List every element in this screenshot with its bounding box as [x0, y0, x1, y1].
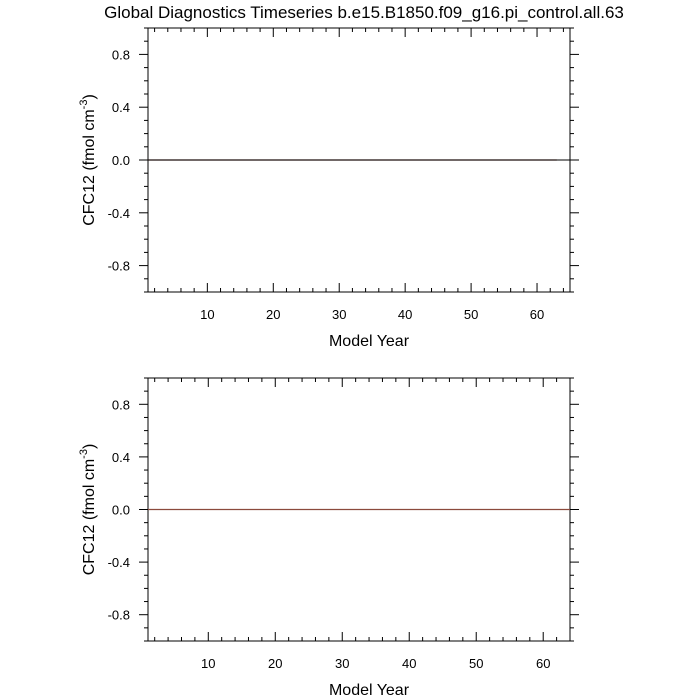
y-tick-label: 0.4	[112, 450, 130, 465]
x-tick-label: 30	[332, 307, 346, 322]
x-tick-label: 40	[398, 307, 412, 322]
y-tick-label: -0.4	[108, 206, 130, 221]
y-axis-label-exponent: -3	[78, 449, 90, 459]
y-axis-label-main: CFC12 (fmol cm	[81, 109, 98, 225]
x-tick-label: 30	[335, 656, 349, 671]
x-tick-label: 50	[464, 307, 478, 322]
y-tick-label: 0.4	[112, 100, 130, 115]
x-tick-label: 50	[469, 656, 483, 671]
x-tick-label: 60	[536, 656, 550, 671]
y-tick-label: 0.0	[112, 503, 130, 518]
y-axis-label: CFC12 (fmol cm-3)	[78, 444, 98, 576]
x-tick-label: 60	[530, 307, 544, 322]
x-tick-label: 20	[266, 307, 280, 322]
y-tick-label: -0.8	[108, 608, 130, 623]
y-tick-label: 0.8	[112, 47, 130, 62]
chart-panel-2: 10 20 30 40 50 60 0.8 0.4 0.0 -0.4 -0.8 Model Year C…	[78, 377, 579, 699]
x-tick-label: 10	[201, 656, 215, 671]
panels: 10 20 30 40 50 60 0.8 0.4 0.0 -0.4 -0.8 Model Year C…	[78, 27, 579, 699]
y-axis-label-exponent: -3	[78, 100, 90, 110]
y-tick-label: 0.8	[112, 397, 130, 412]
y-tick-label: -0.4	[108, 555, 130, 570]
y-axis-label-main: CFC12 (fmol cm	[81, 459, 98, 575]
y-axis-label: CFC12 (fmol cm-3)	[78, 94, 98, 226]
chart-title: Global Diagnostics Timeseries b.e15.B185…	[104, 3, 624, 22]
x-axis-label: Model Year	[329, 333, 410, 350]
y-axis-label-close: )	[81, 444, 98, 449]
x-tick-label: 10	[200, 307, 214, 322]
x-tick-label: 20	[268, 656, 282, 671]
x-axis-label: Model Year	[329, 682, 410, 699]
y-tick-label: 0.0	[112, 153, 130, 168]
chart-panel-1: 10 20 30 40 50 60 0.8 0.4 0.0 -0.4 -0.8 Model Year C…	[78, 27, 579, 350]
x-tick-label: 40	[402, 656, 416, 671]
y-tick-label: -0.8	[108, 259, 130, 274]
y-axis-label-close: )	[81, 94, 98, 99]
